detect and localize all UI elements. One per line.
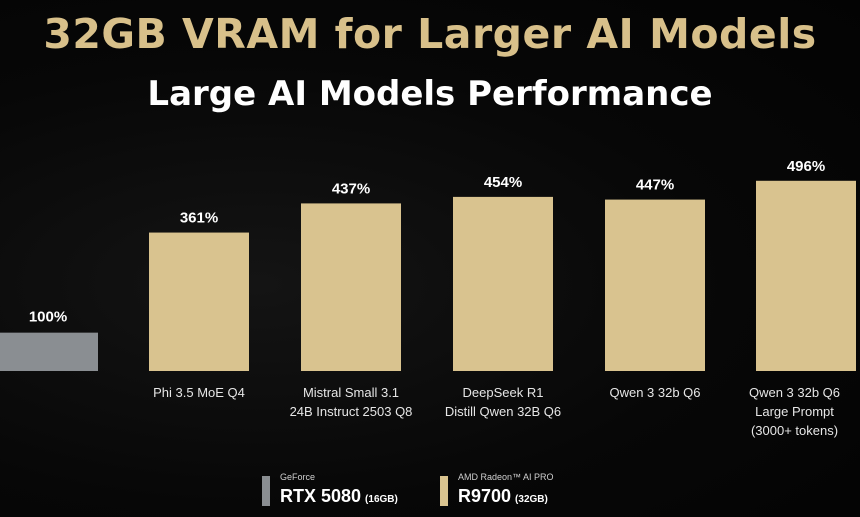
data-label-baseline: 100% bbox=[29, 309, 67, 326]
bar-r9700-4 bbox=[605, 199, 705, 371]
bar-baseline-rtx5080 bbox=[0, 332, 98, 371]
category-label-1: Phi 3.5 MoE Q4 bbox=[124, 383, 274, 402]
legend-memory-rtx5080: (16GB) bbox=[365, 494, 398, 505]
data-label-r9700-5: 496% bbox=[787, 158, 825, 175]
category-label-5: Qwen 3 32b Q6 Large Prompt (3000+ tokens) bbox=[731, 383, 858, 440]
legend-brand-amd: AMD Radeon™ AI PRO bbox=[458, 472, 554, 482]
chart-subtitle: Large AI Models Performance bbox=[147, 74, 713, 114]
category-label-line: Mistral Small 3.1 bbox=[302, 385, 400, 400]
category-label-line: DeepSeek R1 bbox=[462, 385, 544, 400]
legend-model-rtx5080: RTX 5080 bbox=[280, 486, 362, 506]
legend-swatch-r9700 bbox=[440, 476, 448, 506]
legend-name-rtx5080: RTX 5080 (16GB) bbox=[280, 486, 398, 507]
category-label-line: (3000+ tokens) bbox=[750, 423, 839, 438]
bar-r9700-3 bbox=[453, 196, 553, 371]
bar-r9700-1 bbox=[149, 232, 249, 371]
legend-memory-r9700: (32GB) bbox=[515, 494, 548, 505]
data-label-r9700-2: 437% bbox=[332, 180, 370, 197]
bar-r9700-5 bbox=[756, 180, 856, 371]
category-label-line: Qwen 3 32b Q6 bbox=[748, 385, 841, 400]
category-label-2: Mistral Small 3.1 24B Instruct 2503 Q8 bbox=[276, 383, 426, 421]
legend-brand-geforce: GeForce bbox=[280, 472, 316, 482]
data-label-r9700-1: 361% bbox=[180, 210, 218, 227]
category-label-line: 24B Instruct 2503 Q8 bbox=[289, 404, 413, 419]
category-label-line: Phi 3.5 MoE Q4 bbox=[153, 385, 245, 400]
slide-title: 32GB VRAM for Larger AI Models bbox=[43, 10, 817, 58]
category-label-line: Distill Qwen 32B Q6 bbox=[444, 404, 562, 419]
category-label-4: Qwen 3 32b Q6 bbox=[580, 383, 730, 402]
category-label-3: DeepSeek R1 Distill Qwen 32B Q6 bbox=[428, 383, 578, 421]
bar-r9700-2 bbox=[301, 203, 401, 371]
legend-swatch-rtx5080 bbox=[262, 476, 270, 506]
category-label-line: Large Prompt bbox=[755, 404, 834, 419]
legend-name-r9700: R9700 (32GB) bbox=[458, 486, 548, 507]
category-label-line: Qwen 3 32b Q6 bbox=[609, 385, 701, 400]
legend-model-r9700: R9700 bbox=[458, 486, 512, 506]
data-label-r9700-3: 454% bbox=[484, 174, 522, 191]
data-label-r9700-4: 447% bbox=[636, 177, 674, 194]
